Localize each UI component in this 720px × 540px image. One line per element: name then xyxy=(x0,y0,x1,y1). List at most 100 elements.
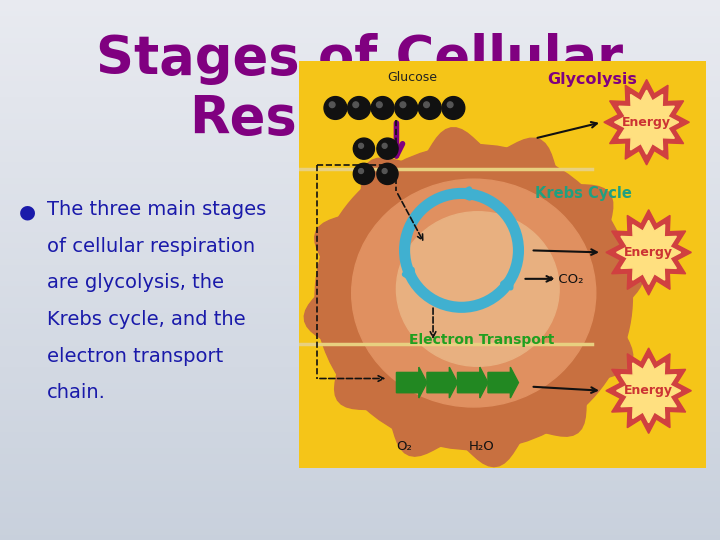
Bar xyxy=(0,362,720,367)
Circle shape xyxy=(442,97,465,119)
Bar xyxy=(0,508,720,513)
Bar xyxy=(0,367,720,373)
Polygon shape xyxy=(427,367,457,398)
Polygon shape xyxy=(488,367,518,398)
Bar xyxy=(0,59,720,65)
Circle shape xyxy=(377,138,398,159)
Bar xyxy=(0,416,720,421)
Text: Energy: Energy xyxy=(624,246,673,259)
Bar xyxy=(0,178,720,184)
Bar xyxy=(0,275,720,281)
Polygon shape xyxy=(397,367,427,398)
Bar xyxy=(0,286,720,292)
Bar xyxy=(0,248,720,254)
Bar xyxy=(0,103,720,108)
Bar xyxy=(0,319,720,324)
Bar xyxy=(0,184,720,189)
Circle shape xyxy=(447,102,453,107)
Bar xyxy=(0,243,720,248)
Bar xyxy=(0,292,720,297)
Text: Respiration: Respiration xyxy=(189,93,531,145)
Bar xyxy=(0,11,720,16)
Bar xyxy=(0,475,720,481)
Bar xyxy=(0,346,720,351)
Text: The three main stages: The three main stages xyxy=(47,200,266,219)
Bar xyxy=(0,302,720,308)
Bar xyxy=(0,335,720,340)
Circle shape xyxy=(382,168,387,173)
Bar xyxy=(0,22,720,27)
Bar xyxy=(0,135,720,140)
Bar xyxy=(0,167,720,173)
Polygon shape xyxy=(616,220,680,285)
Circle shape xyxy=(372,97,394,119)
Bar xyxy=(0,405,720,410)
Circle shape xyxy=(359,144,364,149)
Bar xyxy=(0,351,720,356)
Bar xyxy=(0,502,720,508)
Bar xyxy=(0,518,720,524)
Circle shape xyxy=(324,97,347,119)
Circle shape xyxy=(395,97,418,119)
Circle shape xyxy=(382,144,387,149)
Bar xyxy=(0,54,720,59)
Bar xyxy=(0,400,720,405)
Circle shape xyxy=(354,163,374,185)
Text: chain.: chain. xyxy=(47,383,106,402)
Bar xyxy=(0,340,720,346)
Bar xyxy=(0,529,720,535)
Bar xyxy=(0,162,720,167)
Circle shape xyxy=(354,138,374,159)
Bar xyxy=(0,389,720,394)
Bar xyxy=(0,0,720,5)
Bar xyxy=(0,43,720,49)
Bar xyxy=(0,238,720,243)
Bar xyxy=(0,194,720,200)
Bar xyxy=(0,265,720,270)
Polygon shape xyxy=(604,79,689,165)
Bar xyxy=(0,464,720,470)
Bar xyxy=(0,70,720,76)
Circle shape xyxy=(348,97,370,119)
Bar xyxy=(0,448,720,454)
Bar xyxy=(0,297,720,302)
Text: Electron Transport: Electron Transport xyxy=(409,333,554,347)
Bar xyxy=(0,205,720,211)
Text: Glycolysis: Glycolysis xyxy=(546,72,636,87)
Ellipse shape xyxy=(351,179,595,407)
Bar xyxy=(0,32,720,38)
Circle shape xyxy=(423,102,429,107)
Polygon shape xyxy=(606,348,691,434)
Bar xyxy=(0,524,720,529)
Bar xyxy=(0,211,720,216)
Bar xyxy=(0,151,720,157)
Bar xyxy=(0,119,720,124)
Bar xyxy=(0,232,720,238)
Bar xyxy=(0,329,720,335)
Polygon shape xyxy=(616,359,680,423)
Text: → CO₂: → CO₂ xyxy=(543,273,583,286)
Ellipse shape xyxy=(315,145,632,450)
Bar xyxy=(0,65,720,70)
Text: electron transport: electron transport xyxy=(47,347,223,366)
Circle shape xyxy=(400,102,406,107)
Bar xyxy=(0,49,720,54)
Circle shape xyxy=(359,168,364,173)
Bar xyxy=(0,513,720,518)
Text: are glycolysis, the: are glycolysis, the xyxy=(47,273,224,292)
Bar xyxy=(0,92,720,97)
Bar xyxy=(0,124,720,130)
Polygon shape xyxy=(606,210,691,295)
Bar xyxy=(0,76,720,81)
Polygon shape xyxy=(305,128,643,467)
Bar xyxy=(0,313,720,319)
Circle shape xyxy=(377,102,382,107)
Bar xyxy=(0,373,720,378)
Bar xyxy=(0,378,720,383)
Bar xyxy=(0,16,720,22)
Text: O₂: O₂ xyxy=(397,440,413,453)
Bar xyxy=(0,216,720,221)
Bar xyxy=(0,383,720,389)
Bar xyxy=(0,394,720,400)
Bar xyxy=(0,108,720,113)
